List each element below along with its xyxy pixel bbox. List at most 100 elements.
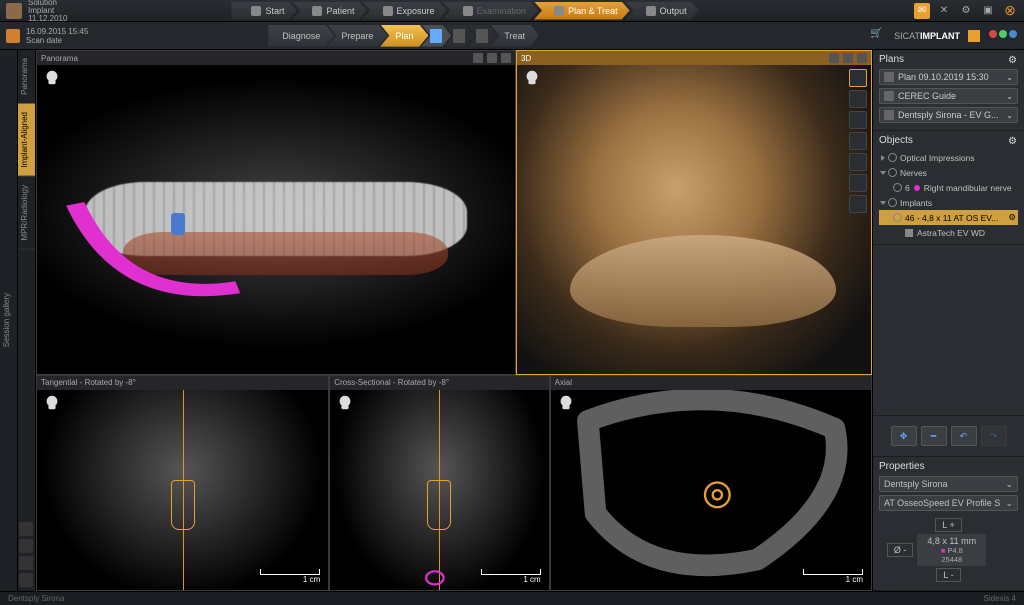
action-delete-icon[interactable]: ━	[921, 426, 947, 446]
prop-line2-label: AT OsseoSpeed EV Profile S	[884, 498, 1000, 508]
prop-line2[interactable]: AT OsseoSpeed EV Profile S⌄	[879, 495, 1018, 511]
3d-tool5-icon[interactable]	[849, 153, 867, 171]
toolbar-settings-icon[interactable]: ⚙	[958, 3, 974, 19]
3d-tool7-icon[interactable]	[849, 195, 867, 213]
pane-cross-title: Cross-Sectional - Rotated by -8°	[334, 378, 449, 387]
pane-tangential[interactable]: Tangential - Rotated by -8° 1 cm	[36, 375, 329, 591]
three-d-render	[517, 65, 871, 374]
guide-label: CEREC Guide	[898, 91, 956, 101]
three-d-toolbar	[849, 69, 867, 213]
action-undo-icon[interactable]: ↶	[951, 426, 977, 446]
tree-implant-item[interactable]: 46 - 4,8 x 11 AT OS EV...⚙	[879, 210, 1018, 225]
length-minus-button[interactable]: L -	[936, 568, 960, 582]
pane-cross-sectional[interactable]: Cross-Sectional - Rotated by -8° 1 cm	[329, 375, 549, 591]
brand-logo: SICATIMPLANT	[894, 31, 960, 41]
pane-axial-title: Axial	[555, 378, 572, 387]
nav-output[interactable]: Output	[626, 2, 699, 20]
nav-patient[interactable]: Patient	[292, 2, 366, 20]
pane-panorama[interactable]: Panorama	[36, 50, 516, 375]
mfr-select[interactable]: Dentsply Sirona - EV G...⌄	[879, 107, 1018, 123]
visibility-icon[interactable]	[893, 183, 902, 192]
expand-icon[interactable]	[880, 201, 886, 205]
expand-icon[interactable]	[880, 171, 886, 175]
dimension-controls: L + Ø - 4,8 x 11 mm ■ P4.8 25448 L -	[879, 514, 1018, 586]
scan-datetime: 16.09.2015 15:45	[26, 27, 88, 36]
scale-bar: 1 cm	[481, 569, 541, 584]
pane-axial[interactable]: Axial 1 cm	[550, 375, 872, 591]
toolbar-window-icon[interactable]: ▣	[980, 3, 996, 19]
expand-icon[interactable]	[881, 155, 885, 161]
mfr-label: Dentsply Sirona - EV G...	[898, 110, 999, 120]
tab-mpr[interactable]: MPR/Radiology	[18, 177, 35, 250]
gear-icon[interactable]: ⚙	[1008, 55, 1018, 65]
rail-tool4-icon[interactable]	[19, 573, 33, 587]
implant-add-icon	[453, 29, 465, 43]
orientation-skull-icon	[43, 69, 61, 87]
nav-examination[interactable]: Examination	[443, 2, 539, 20]
plans-header: Plans	[879, 54, 904, 65]
pane-tool-icon[interactable]	[501, 53, 511, 63]
tree-nerve-item[interactable]: 6Right mandibular nerve	[879, 180, 1018, 195]
plan-select[interactable]: Plan 09.10.2019 15:30⌄	[879, 69, 1018, 85]
output-icon	[646, 6, 656, 16]
brand-dots[interactable]	[988, 30, 1018, 41]
pane-3d[interactable]: 3D	[516, 50, 872, 375]
pane-tool-icon[interactable]	[857, 53, 867, 63]
nav-exposure[interactable]: Exposure	[363, 2, 447, 20]
prop-mfr[interactable]: Dentsply Sirona⌄	[879, 476, 1018, 492]
tree-implant-sub[interactable]: AstraTech EV WD	[879, 225, 1018, 240]
plan-icon	[884, 72, 894, 82]
guide-select[interactable]: CEREC Guide⌄	[879, 88, 1018, 104]
action-center-icon[interactable]: ✥	[891, 426, 917, 446]
wf-prepare[interactable]: Prepare	[327, 25, 387, 47]
wf-diagnose[interactable]: Diagnose	[268, 25, 334, 47]
tab-panorama[interactable]: Panorama	[18, 50, 35, 104]
wf-treat[interactable]: Treat	[490, 25, 539, 47]
l-plus-label: L +	[942, 520, 954, 530]
action-redo-icon[interactable]: ↷	[981, 426, 1007, 446]
length-plus-button[interactable]: L +	[935, 518, 961, 532]
3d-tool1-icon[interactable]	[849, 69, 867, 87]
3d-tool2-icon[interactable]	[849, 90, 867, 108]
nav-plan-treat[interactable]: Plan & Treat	[534, 2, 630, 20]
nav-start-label: Start	[265, 6, 284, 16]
scale-label: 1 cm	[846, 575, 863, 584]
dimension-display: 4,8 x 11 mm ■ P4.8 25448	[917, 534, 986, 566]
tree-implants[interactable]: Implants	[879, 195, 1018, 210]
toolbar-close-icon[interactable]: ⊗	[1002, 3, 1018, 19]
toolbar-notify-icon[interactable]: ✉	[914, 3, 930, 19]
visibility-icon[interactable]	[888, 153, 897, 162]
left-session-rail: Session gallery	[0, 50, 18, 591]
nav-exposure-label: Exposure	[397, 6, 435, 16]
rail-tool3-icon[interactable]	[19, 556, 33, 570]
tree-nerves[interactable]: Nerves	[879, 165, 1018, 180]
exposure-icon	[383, 6, 393, 16]
tab-implant-aligned[interactable]: Implant-Aligned	[18, 104, 35, 177]
rail-tool2-icon[interactable]	[19, 539, 33, 553]
visibility-icon[interactable]	[888, 168, 897, 177]
tree-optical[interactable]: Optical Impressions	[879, 150, 1018, 165]
scan-date-icon	[6, 29, 20, 43]
pane-tool-icon[interactable]	[829, 53, 839, 63]
3d-tool3-icon[interactable]	[849, 111, 867, 129]
gear-icon[interactable]: ⚙	[1008, 136, 1018, 146]
rail-tool1-icon[interactable]	[19, 522, 33, 536]
link-icon[interactable]: ⚙	[1008, 212, 1016, 223]
objects-tree: Optical Impressions Nerves 6Right mandib…	[879, 150, 1018, 240]
cart-icon[interactable]: 🛒	[870, 28, 886, 44]
pane-tool-icon[interactable]	[487, 53, 497, 63]
diameter-minus-button[interactable]: Ø -	[887, 543, 914, 557]
nav-plan-treat-label: Plan & Treat	[568, 6, 618, 16]
3d-tool6-icon[interactable]	[849, 174, 867, 192]
toolbar-wrench-icon[interactable]: ✕	[936, 3, 952, 19]
session-gallery-tab[interactable]: Session gallery	[0, 287, 17, 353]
wf-plan[interactable]: Plan	[380, 25, 428, 47]
pane-tool-icon[interactable]	[843, 53, 853, 63]
visibility-icon[interactable]	[893, 213, 902, 222]
3d-tool4-icon[interactable]	[849, 132, 867, 150]
scale-bar: 1 cm	[260, 569, 320, 584]
nav-start[interactable]: Start	[231, 2, 296, 20]
pane-tool-icon[interactable]	[473, 53, 483, 63]
visibility-icon[interactable]	[888, 198, 897, 207]
nav-patient-label: Patient	[326, 6, 354, 16]
